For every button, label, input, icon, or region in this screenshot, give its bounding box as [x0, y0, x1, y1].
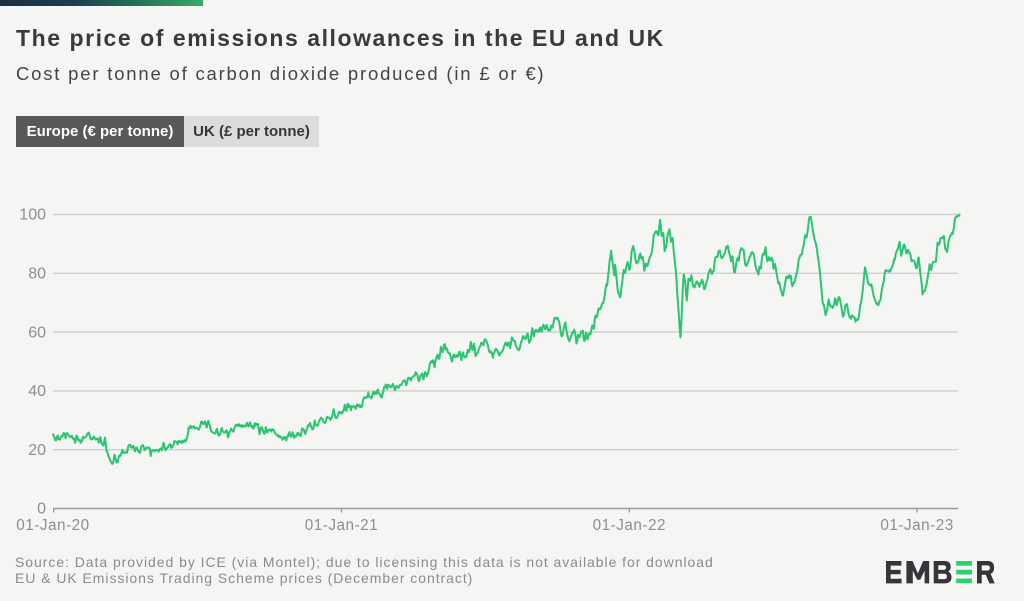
svg-text:60: 60	[28, 324, 46, 341]
svg-text:01-Jan-21: 01-Jan-21	[305, 517, 378, 534]
svg-text:0: 0	[37, 501, 46, 518]
svg-text:01-Jan-22: 01-Jan-22	[593, 517, 666, 534]
svg-text:40: 40	[28, 383, 46, 400]
svg-text:20: 20	[28, 442, 46, 459]
svg-text:80: 80	[28, 266, 46, 283]
svg-text:01-Jan-23: 01-Jan-23	[880, 517, 953, 534]
svg-text:100: 100	[19, 207, 46, 224]
svg-text:01-Jan-20: 01-Jan-20	[16, 517, 89, 534]
